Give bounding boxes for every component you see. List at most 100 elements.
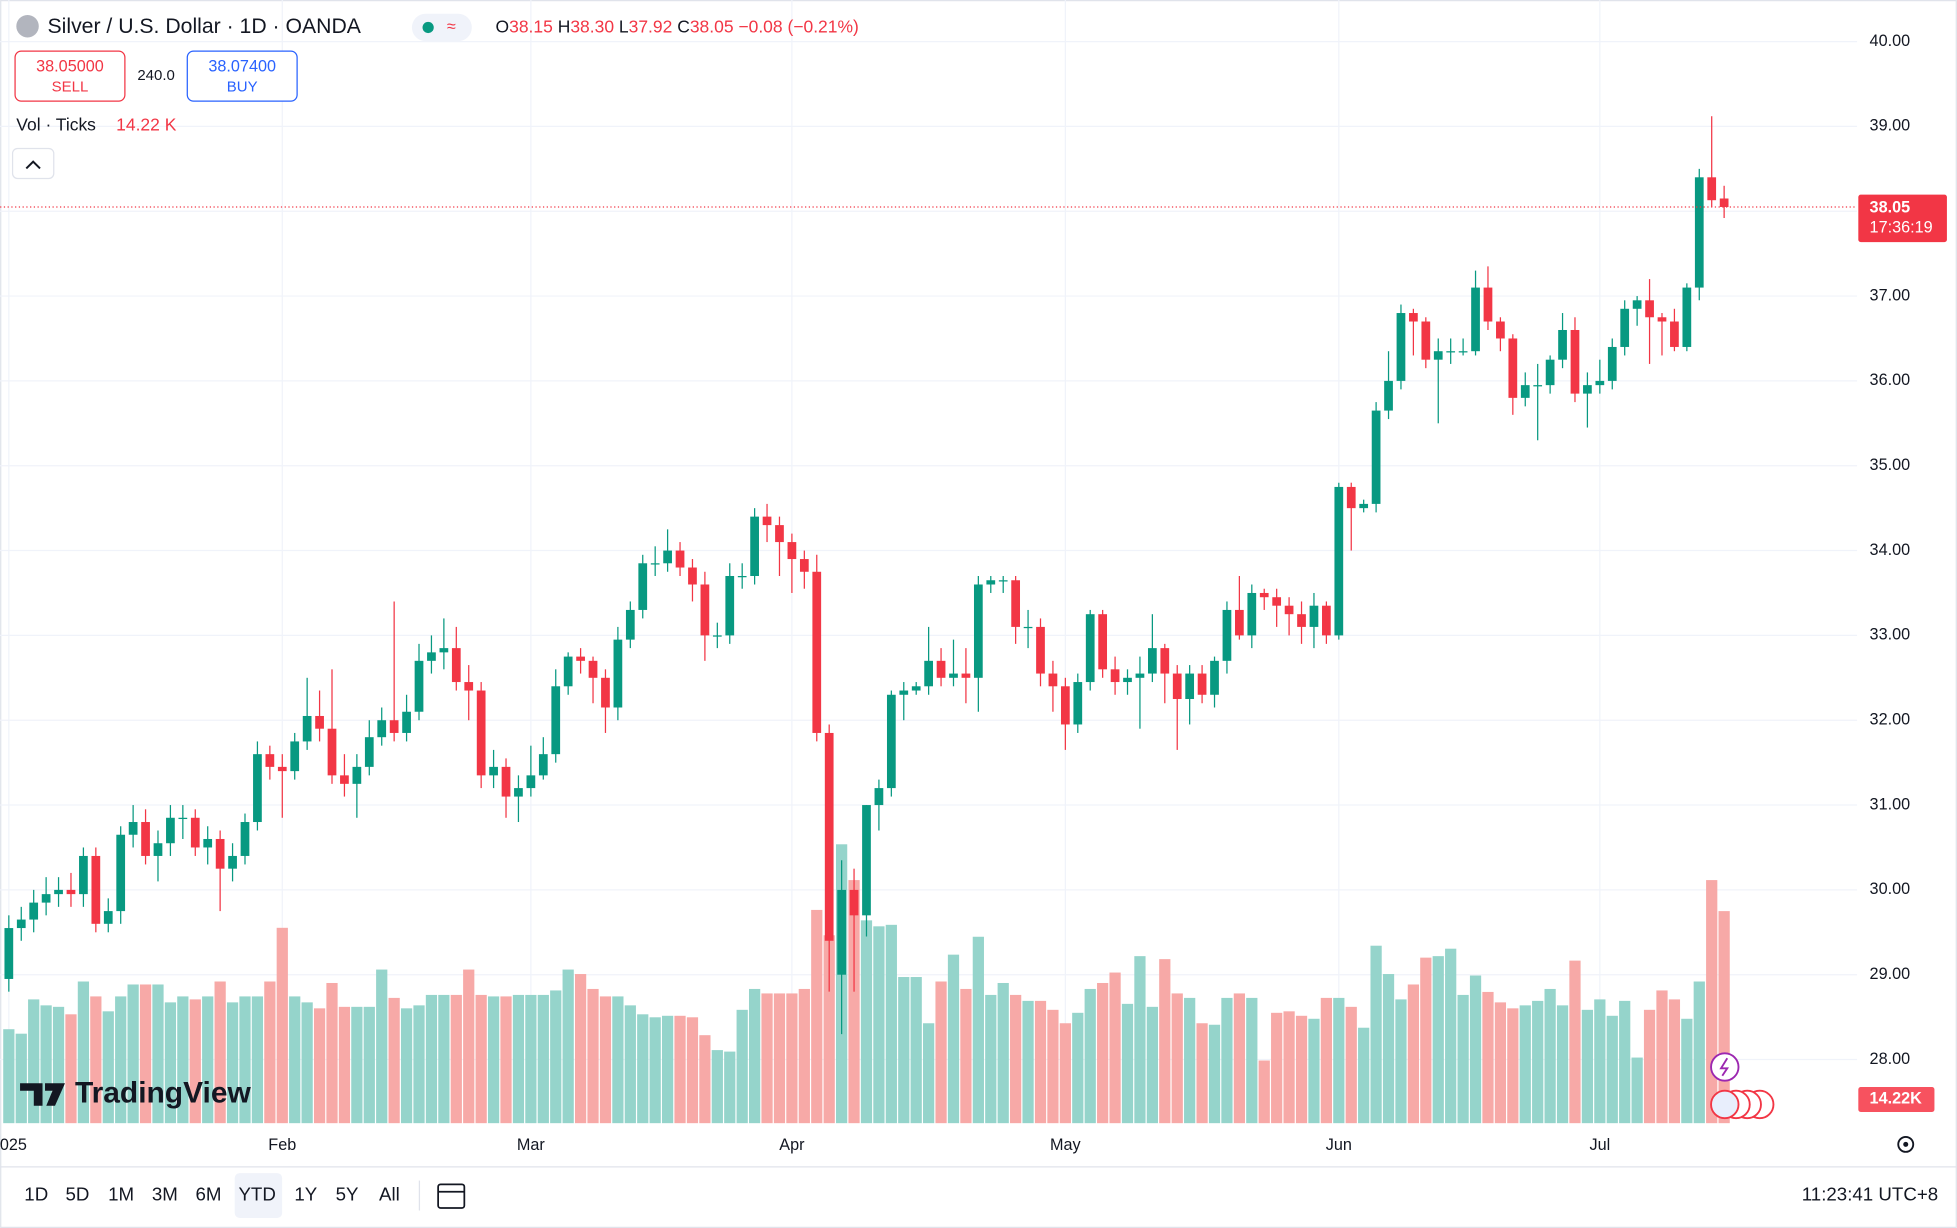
volume-bar [239, 996, 251, 1124]
change: −0.08 (−0.21%) [738, 16, 858, 36]
y-tick-label: 40.00 [1870, 32, 1911, 50]
range-button[interactable]: 1Y [294, 1183, 317, 1204]
candle-body [141, 822, 150, 856]
status-pill[interactable] [411, 13, 472, 42]
candle-body [265, 754, 275, 767]
candle-body [1110, 669, 1120, 683]
candle-body [1446, 351, 1456, 353]
candle-body [1570, 329, 1580, 394]
volume-bar [90, 996, 102, 1124]
volume-bar [450, 994, 462, 1124]
range-buttons: 1D 5D 1M 3M 6M YTD 1Y 5Y All [24, 1183, 400, 1204]
volume-bar [748, 988, 761, 1124]
sell-button[interactable] [14, 50, 126, 102]
volume-bar [1631, 1057, 1643, 1124]
candle-body [451, 648, 461, 683]
volume-bar [587, 988, 599, 1124]
volume-bar [1121, 1003, 1134, 1124]
collapse-button[interactable] [11, 147, 55, 180]
volume-bar [860, 920, 873, 1124]
volume-bar [475, 994, 487, 1124]
candle-body [1558, 329, 1567, 360]
candle-body [1160, 648, 1170, 674]
candle-body [1048, 673, 1058, 687]
volume-bar [487, 996, 500, 1124]
volume-bar [1718, 911, 1730, 1124]
volume-bar [1457, 994, 1469, 1124]
volume-bar [885, 924, 897, 1124]
range-button[interactable]: YTD [238, 1183, 275, 1204]
volume-bar [898, 977, 910, 1124]
volume-bar [674, 1015, 686, 1124]
candle-body [364, 737, 374, 767]
candle-body [41, 894, 51, 903]
volume-tag [1858, 1086, 1935, 1112]
volume-bar [139, 984, 152, 1124]
candle-body [700, 584, 710, 636]
last-price-tag [1858, 194, 1947, 243]
volume-bar [1519, 1005, 1531, 1124]
candle-body [1396, 313, 1406, 381]
candle-body [551, 686, 561, 755]
volume-bar [997, 982, 1009, 1124]
range-button[interactable]: All [379, 1183, 400, 1204]
volume-bar [289, 996, 301, 1124]
volume-bar [1345, 1006, 1357, 1124]
ohlc-value: 37.92 [629, 16, 673, 36]
candle-body [29, 902, 39, 920]
volume-bar [525, 994, 537, 1124]
volume-bar [500, 996, 512, 1124]
volume-bar [910, 977, 922, 1124]
x-tick-label: Apr [779, 1136, 805, 1154]
volume-bar [1507, 1008, 1519, 1124]
clock: 11:23:41 UTC+8 [1802, 1183, 1938, 1204]
candle-body [526, 775, 536, 789]
volume-bar [1208, 1024, 1221, 1124]
range-button[interactable]: 5Y [336, 1183, 359, 1204]
candle-body [874, 788, 884, 806]
buy-button[interactable] [186, 50, 298, 102]
volume-bar [376, 969, 388, 1124]
range-button[interactable]: 3M [152, 1183, 178, 1204]
volume-bar [811, 909, 823, 1124]
volume-bar [102, 1011, 114, 1124]
volume-bar [1606, 1015, 1618, 1124]
candle-body [837, 889, 846, 975]
y-tick-label: 33.00 [1870, 626, 1911, 644]
volume-bar [52, 1006, 65, 1124]
volume-bar [1072, 1012, 1084, 1124]
volume-bar [1643, 1009, 1656, 1124]
ohlc-value: 38.05 [690, 16, 734, 36]
volume-bar [736, 1009, 748, 1124]
range-button[interactable]: 1D [24, 1183, 48, 1204]
volume-bar [214, 981, 226, 1124]
candle-body [650, 563, 660, 565]
volume-bar [1407, 984, 1420, 1124]
candle-body [762, 516, 772, 526]
range-button[interactable]: 6M [196, 1183, 222, 1204]
volume-bar [425, 994, 438, 1124]
range-button[interactable]: 1M [108, 1183, 134, 1204]
x-tick-label: Mar [517, 1136, 546, 1154]
event-icon[interactable] [1710, 1052, 1740, 1082]
candle-body [1098, 614, 1108, 670]
volume-bar [699, 1035, 711, 1124]
volume-bar [1308, 1018, 1320, 1124]
range-button[interactable]: 5D [66, 1183, 90, 1204]
volume-bar [1221, 997, 1233, 1124]
x-tick-label: May [1050, 1136, 1082, 1154]
candle-body [1197, 673, 1207, 695]
event-icon[interactable] [1710, 1089, 1740, 1120]
volume-bar [985, 994, 997, 1124]
candle-body [886, 694, 896, 789]
volume-bar [1395, 999, 1407, 1124]
candle-body [514, 788, 523, 797]
candle-body [240, 822, 250, 856]
candle-body [688, 567, 697, 585]
ohlc-value: 38.15 [509, 16, 553, 36]
candle-body [775, 525, 784, 543]
volume-bar [960, 988, 972, 1124]
settings-icon[interactable] [1897, 1135, 1915, 1153]
calendar-icon[interactable] [437, 1183, 466, 1209]
candle-body [725, 576, 735, 636]
